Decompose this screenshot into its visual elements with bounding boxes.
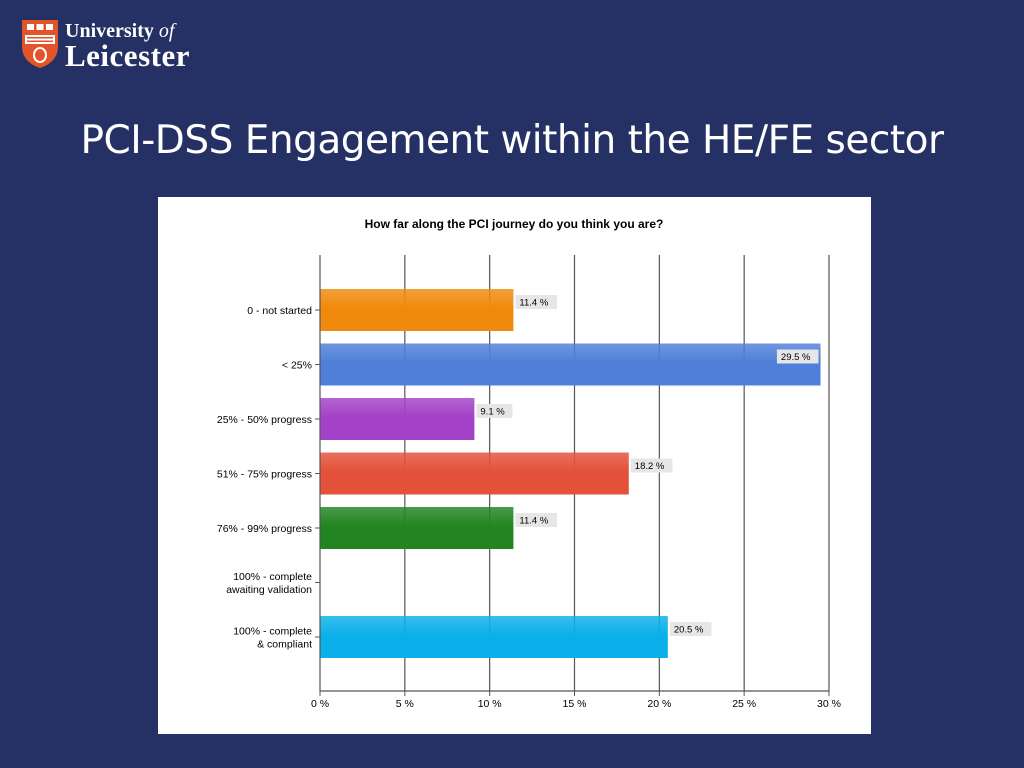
crest-icon <box>22 20 58 68</box>
bar <box>320 507 514 549</box>
chart-panel: How far along the PCI journey do you thi… <box>158 197 871 734</box>
value-label-bg <box>669 622 712 636</box>
category-label: & compliant <box>257 639 312 651</box>
value-label: 11.4 % <box>519 298 548 309</box>
value-label: 20.5 % <box>674 625 704 636</box>
category-label: < 25% <box>282 360 312 372</box>
chart-title: How far along the PCI journey do you thi… <box>365 217 664 231</box>
value-label-bg <box>515 295 558 309</box>
value-label-bg <box>630 458 673 473</box>
value-label: 29.5 % <box>781 352 811 363</box>
logo-text-leicester: Leicester <box>65 38 190 73</box>
x-tick-label: 10 % <box>478 698 502 710</box>
bar <box>320 343 821 386</box>
x-tick-label: 0 % <box>311 698 329 710</box>
category-label: 100% - complete <box>233 571 312 583</box>
category-label: awaiting validation <box>226 584 312 596</box>
labels: 0 % 5 % 10 % 15 % 20 % 25 % 30 % 0 - not starte… <box>217 295 841 710</box>
value-label: 18.2 % <box>635 461 665 472</box>
category-label: 100% - complete <box>233 626 312 638</box>
x-tick-label: 30 % <box>817 698 841 710</box>
logo-text-university: University of <box>65 20 175 42</box>
axes <box>315 255 830 696</box>
slide-title: PCI-DSS Engagement within the HE/FE sect… <box>80 118 944 163</box>
category-label: 51% - 75% progress <box>217 469 312 481</box>
value-label-bg <box>515 513 558 527</box>
value-label-bg <box>476 404 513 418</box>
x-tick-label: 20 % <box>647 698 671 710</box>
value-label: 9.1 % <box>480 407 505 418</box>
bar-chart: How far along the PCI journey do you thi… <box>217 217 841 710</box>
university-logo <box>20 18 240 72</box>
bar <box>320 398 475 440</box>
bar <box>320 289 514 331</box>
x-tick-label: 25 % <box>732 698 756 710</box>
bar <box>320 452 629 495</box>
category-label: 0 - not started <box>247 305 312 317</box>
value-label-bg <box>776 349 819 364</box>
x-tick-label: 5 % <box>396 698 414 710</box>
category-label: 76% - 99% progress <box>217 523 312 535</box>
x-tick-label: 15 % <box>563 698 587 710</box>
category-label: 25% - 50% progress <box>217 414 312 426</box>
value-label: 11.4 % <box>519 516 548 527</box>
bars <box>320 289 821 658</box>
bar <box>320 616 668 658</box>
